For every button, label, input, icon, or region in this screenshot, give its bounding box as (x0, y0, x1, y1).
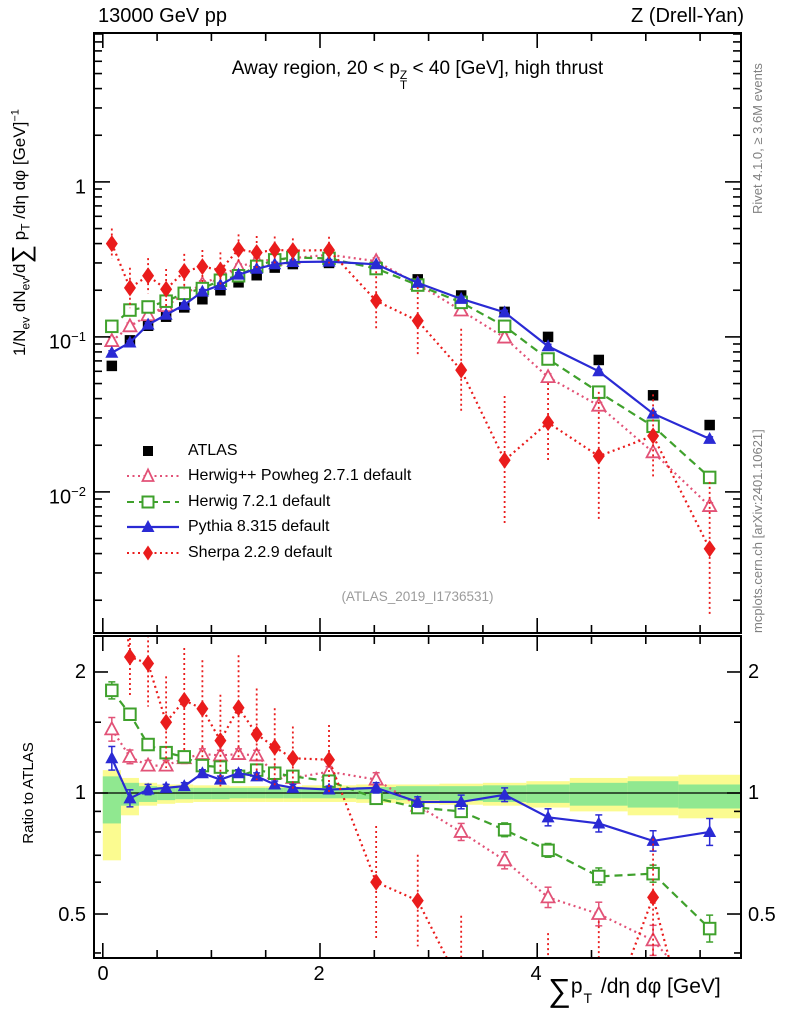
ratio-y-axis-title: Ratio to ATLAS (20, 742, 37, 844)
ratio-series-sherpa (123, 636, 671, 958)
mcplots-arxiv-note: mcplots.cern.ch [arXiv:2401.10621] (750, 429, 765, 633)
atlas-marker-icon (143, 445, 153, 456)
main-ytick-1e-1: 10−1 (48, 329, 86, 354)
legend-item-sherpa: Sherpa 2.2.9 default (126, 540, 411, 566)
main-series-sherpa (105, 228, 716, 616)
main-panel-frame (93, 32, 742, 634)
legend: ATLAS Herwig++ Powheg 2.7.1 default Herw… (126, 438, 411, 566)
main-series-pythia (105, 254, 717, 444)
xtick-2: 2 (313, 963, 325, 985)
ratio-uncertainty-bands (102, 770, 741, 861)
x-axis-title: ∑pT /dη dφ [GeV] (548, 972, 721, 1008)
axis-ticks (94, 33, 741, 958)
xtick-0: 0 (97, 963, 109, 985)
ratio-ytick-left-1: 1 (74, 782, 86, 804)
legend-label: Herwig++ Powheg 2.7.1 default (188, 467, 412, 485)
legend-item-pythia: Pythia 8.315 default (126, 515, 411, 541)
ratio-ytick-right-1: 1 (748, 782, 760, 804)
legend-label: Pythia 8.315 default (188, 518, 330, 536)
ratio-ytick-left-0p5: 0.5 (58, 904, 86, 926)
herwigpp-marker-icon (127, 467, 179, 483)
analysis-watermark: (ATLAS_2019_I1736531) (341, 589, 494, 604)
pythia-marker-icon (127, 520, 179, 533)
main-y-axis-title: 1/Nev dNev/d∑ pT /dη dφ [GeV]−1 (6, 109, 36, 356)
ratio-ytick-left-2: 2 (74, 661, 86, 683)
ratio-series-pythia (105, 745, 717, 852)
legend-item-herwigpp: Herwig++ Powheg 2.7.1 default (126, 464, 411, 490)
header-beam-label: 13000 GeV pp (98, 5, 227, 27)
ratio-panel-frame (93, 635, 742, 959)
main-ytick-1: 1 (74, 176, 86, 199)
main-ytick-1e-2: 10−2 (48, 484, 86, 509)
herwig7-marker-icon (127, 495, 179, 509)
ratio-ytick-right-0p5: 0.5 (748, 904, 776, 926)
sherpa-marker-icon (127, 545, 179, 561)
sum-symbol: ∑ (548, 972, 571, 1008)
legend-item-atlas: ATLAS (126, 438, 411, 464)
legend-label: ATLAS (188, 441, 238, 459)
legend-label: Sherpa 2.2.9 default (188, 543, 333, 561)
xtick-4: 4 (530, 963, 542, 985)
header-process-label: Z (Drell-Yan) (631, 5, 744, 27)
sum-symbol: ∑ (6, 244, 36, 264)
ratio-ytick-right-2: 2 (748, 661, 760, 683)
rivet-version-note: Rivet 4.1.0, ≥ 3.6M events (750, 63, 765, 214)
ratio-series-herwig7 (105, 681, 717, 943)
legend-label: Herwig 7.2.1 default (188, 492, 331, 510)
legend-item-herwig7: Herwig 7.2.1 default (126, 489, 411, 515)
